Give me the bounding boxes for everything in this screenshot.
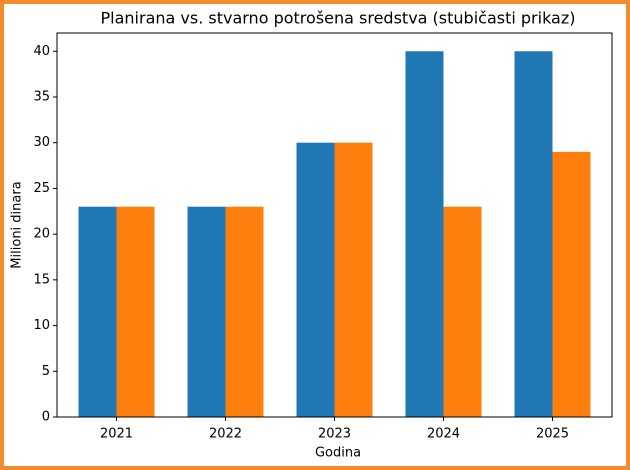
bar xyxy=(334,142,373,417)
y-tick-label: 30 xyxy=(33,135,50,150)
y-tick-label: 40 xyxy=(33,44,50,59)
y-tick-label: 35 xyxy=(33,90,50,105)
x-tick-label: 2022 xyxy=(209,427,242,442)
y-tick-label: 5 xyxy=(42,364,50,379)
x-axis-label: Godina xyxy=(315,446,361,461)
bar xyxy=(552,151,591,417)
y-tick-label: 15 xyxy=(33,272,50,287)
y-axis-label: Milioni dinara xyxy=(10,181,25,268)
y-tick-label: 25 xyxy=(33,181,50,196)
bar xyxy=(296,142,335,417)
y-tick-label: 10 xyxy=(33,318,50,333)
x-tick-label: 2021 xyxy=(100,427,133,442)
x-tick-label: 2025 xyxy=(536,427,569,442)
bar xyxy=(225,206,264,417)
bar xyxy=(405,51,444,418)
x-tick-label: 2023 xyxy=(318,427,351,442)
bar xyxy=(187,206,226,417)
bar xyxy=(514,51,553,418)
plot-frame xyxy=(56,32,613,418)
bar xyxy=(78,206,117,417)
x-tick-label: 2024 xyxy=(427,427,460,442)
bar xyxy=(443,206,482,417)
bar xyxy=(116,206,155,417)
chart: Planirana vs. stvarno potrošena sredstva… xyxy=(10,9,613,461)
chart-title: Planirana vs. stvarno potrošena sredstva… xyxy=(101,9,576,28)
y-tick-label: 20 xyxy=(33,227,50,242)
y-tick-label: 0 xyxy=(42,410,50,425)
